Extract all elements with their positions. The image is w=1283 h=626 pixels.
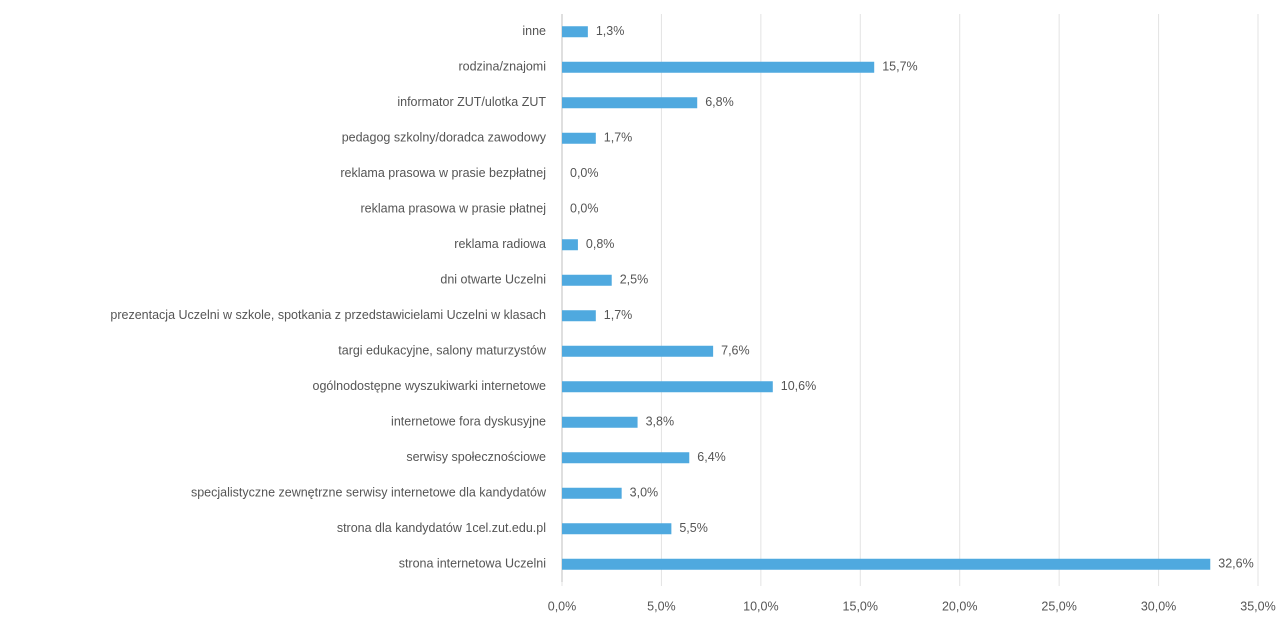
x-tick-label: 10,0% — [743, 599, 778, 613]
bar — [562, 132, 596, 144]
bar — [562, 523, 672, 535]
bar — [562, 97, 698, 109]
bar — [562, 381, 773, 393]
value-label: 7,6% — [721, 344, 750, 358]
x-tick-label: 5,0% — [647, 599, 676, 613]
x-tick-label: 30,0% — [1141, 599, 1176, 613]
y-tick-label: strona dla kandydatów 1cel.zut.edu.pl — [337, 521, 546, 535]
y-tick-label: ogólnodostępne wyszukiwarki internetowe — [313, 379, 547, 393]
value-label: 0,0% — [570, 202, 599, 216]
bar — [562, 239, 578, 251]
y-tick-label: reklama prasowa w prasie płatnej — [360, 202, 546, 216]
value-label: 3,8% — [646, 415, 675, 429]
y-tick-label: inne — [522, 24, 546, 38]
bar — [562, 26, 588, 38]
bar — [562, 452, 690, 464]
bar — [562, 558, 1211, 570]
value-label: 10,6% — [781, 379, 816, 393]
bar — [562, 274, 612, 286]
value-label: 15,7% — [882, 60, 917, 74]
y-tick-label: rodzina/znajomi — [458, 60, 546, 74]
value-label: 32,6% — [1218, 557, 1253, 571]
y-tick-label: strona internetowa Uczelni — [399, 557, 546, 571]
x-tick-label: 15,0% — [843, 599, 878, 613]
value-label: 2,5% — [620, 273, 649, 287]
y-tick-label: prezentacja Uczelni w szkole, spotkania … — [110, 308, 546, 322]
x-tick-label: 25,0% — [1041, 599, 1076, 613]
y-tick-label: reklama prasowa w prasie bezpłatnej — [340, 166, 546, 180]
y-tick-label: targi edukacyjne, salony maturzystów — [338, 344, 547, 358]
bar — [562, 416, 638, 428]
y-tick-label: pedagog szkolny/doradca zawodowy — [342, 131, 547, 145]
value-label: 1,7% — [604, 131, 633, 145]
bar — [562, 61, 875, 73]
x-tick-label: 0,0% — [548, 599, 577, 613]
value-label: 6,8% — [705, 95, 734, 109]
y-tick-label: dni otwarte Uczelni — [440, 273, 546, 287]
value-label: 3,0% — [630, 486, 659, 500]
y-tick-label: reklama radiowa — [454, 237, 546, 251]
value-label: 5,5% — [679, 521, 708, 535]
bar — [562, 487, 622, 499]
y-tick-label: internetowe fora dyskusyjne — [391, 415, 546, 429]
value-label: 1,7% — [604, 308, 633, 322]
value-label: 1,3% — [596, 24, 625, 38]
y-tick-label: informator ZUT/ulotka ZUT — [397, 95, 546, 109]
value-label: 6,4% — [697, 450, 726, 464]
bar — [562, 345, 714, 357]
bar — [562, 310, 596, 322]
value-label: 0,0% — [570, 166, 599, 180]
value-label: 0,8% — [586, 237, 615, 251]
y-tick-label: specjalistyczne zewnętrzne serwisy inter… — [191, 486, 547, 500]
y-tick-label: serwisy społecznościowe — [406, 450, 546, 464]
x-tick-label: 35,0% — [1240, 599, 1275, 613]
x-tick-label: 20,0% — [942, 599, 977, 613]
